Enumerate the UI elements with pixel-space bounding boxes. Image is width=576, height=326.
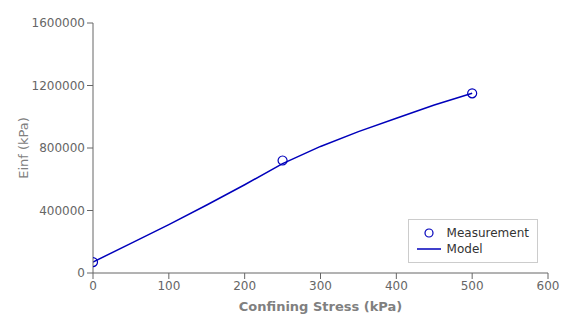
svg-text:1200000: 1200000 <box>32 79 85 93</box>
svg-text:0: 0 <box>77 266 85 280</box>
svg-text:Einf (kPa): Einf (kPa) <box>16 117 31 179</box>
svg-text:800000: 800000 <box>39 141 85 155</box>
svg-text:100: 100 <box>157 279 180 293</box>
html-text:Measurement: Measurement <box>446 226 529 240</box>
svg-text:600: 600 <box>537 279 560 293</box>
svg-text:1600000: 1600000 <box>32 16 85 30</box>
svg-text:200: 200 <box>233 279 256 293</box>
svg-text:0: 0 <box>89 279 97 293</box>
svg-text:500: 500 <box>461 279 484 293</box>
svg-text:Confining Stress (kPa): Confining Stress (kPa) <box>239 299 402 314</box>
svg-text:400000: 400000 <box>39 204 85 218</box>
svg-text:400: 400 <box>385 279 408 293</box>
html-text:Model: Model <box>446 242 483 256</box>
svg-text:300: 300 <box>309 279 332 293</box>
